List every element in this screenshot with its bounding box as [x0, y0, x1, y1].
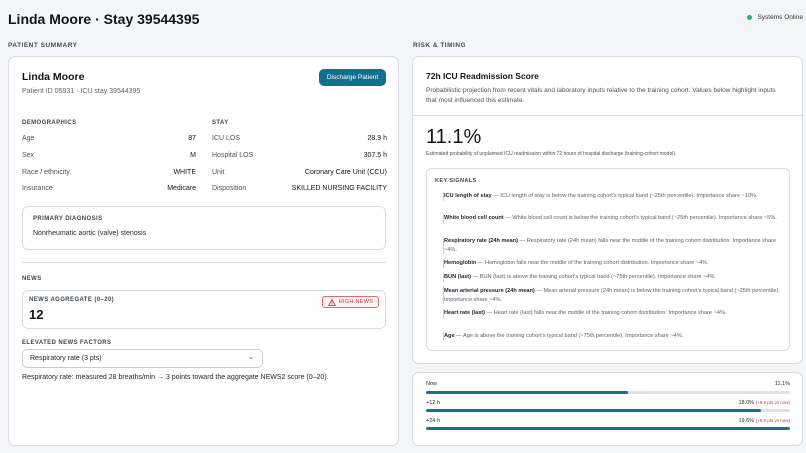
status-dot-icon [747, 15, 753, 20]
timeline-track-24h [426, 427, 790, 430]
signal-name: Respiratory rate (24h mean) [444, 238, 518, 244]
signal-name: Hemoglobin [444, 260, 477, 266]
demo-row-age: Age 87 [22, 135, 196, 142]
timeline-fill-12h [426, 409, 761, 412]
stay-unit-label: Unit [212, 169, 225, 176]
signal-text: — Respiratory rate (24h mean) falls near… [444, 238, 777, 253]
signal-name: BUN (last) [444, 274, 472, 280]
timeline-fill-now [426, 391, 629, 394]
signal-text: — Mean arterial pressure (24h mean) is b… [444, 288, 780, 303]
signal-item: Mean arterial pressure (24h mean) — Mean… [443, 287, 783, 304]
timeline-label-now: Now [426, 381, 438, 387]
demo-row-race: Race / ethnicity WHITE [22, 169, 196, 176]
stay-disposition-label: Disposition [212, 185, 247, 192]
high-news-badge-label: HIGH NEWS [338, 299, 374, 305]
timeline-value-24h: 19.6% (+8.5 pts vs now) [738, 418, 790, 424]
stay-caption: STAY [212, 120, 229, 126]
stay-row-disposition: Disposition SKILLED NURSING FACILITY [212, 185, 387, 192]
signal-item: BUN (last) — BUN (last) is above the tra… [443, 273, 783, 282]
demographics-caption: DEMOGRAPHICS [22, 120, 77, 126]
patient-summary-card [8, 56, 399, 446]
discharge-patient-button[interactable]: Discharge Patient [319, 69, 386, 86]
signal-item: Age — Age is above the training cohort's… [443, 332, 783, 341]
signal-name: White blood cell count [444, 215, 504, 221]
demo-sex-label: Sex [22, 152, 35, 159]
demo-race-value: WHITE [173, 169, 196, 176]
elevated-factors-caption: ELEVATED NEWS FACTORS [22, 340, 112, 346]
patient-ids: Patient ID 05931 · ICU stay 39544395 [22, 88, 141, 95]
timeline-value-12h: 18.0% (+6.9 pts vs now) [738, 400, 790, 406]
demo-row-sex: Sex M [22, 152, 196, 159]
readmission-score-value: 11.1% [426, 126, 482, 148]
demo-row-insurance: Insurance Medicare [22, 185, 196, 192]
stay-icu-los-value: 28.9 h [367, 135, 387, 142]
score-divider [412, 115, 803, 116]
signal-text: — White blood cell count is below the tr… [503, 215, 777, 221]
signal-text: — BUN (last) is above the training cohor… [471, 274, 716, 280]
signal-name: Heart rate (last) [444, 310, 486, 316]
warning-icon [327, 298, 336, 306]
system-status: Systems Online [747, 14, 803, 21]
high-news-badge: HIGH NEWS [322, 296, 379, 308]
timeline-track-now [426, 391, 790, 394]
timeline-value-now: 11.1% [775, 381, 790, 387]
timeline-track-12h [426, 409, 790, 412]
timeline-delta-24h: (+8.5 pts vs now) [755, 418, 790, 423]
news-caption: NEWS [22, 276, 42, 282]
primary-diagnosis-box [22, 206, 386, 250]
section-risk-timing: RISK & TIMING [413, 42, 467, 49]
stay-disposition-value: SKILLED NURSING FACILITY [291, 185, 387, 192]
timeline-value-now-text: 11.1% [774, 381, 790, 387]
demo-sex-value: M [190, 152, 196, 159]
news-factor-selected: Respiratory rate (3 pts) [30, 355, 102, 362]
section-patient-summary: PATIENT SUMMARY [8, 42, 78, 49]
signal-item: Respiratory rate (24h mean) — Respirator… [443, 237, 783, 254]
stay-row-hospital-los: Hospital LOS 307.5 h [212, 152, 387, 159]
demo-insurance-value: Medicare [167, 185, 196, 192]
signal-item: ICU length of stay — ICU length of stay … [443, 192, 783, 201]
stay-icu-los-label: ICU LOS [212, 135, 241, 142]
readmission-score-description: Probabilistic projection from recent vit… [426, 87, 776, 104]
primary-diagnosis-caption: PRIMARY DIAGNOSIS [33, 216, 103, 222]
key-signals-box [426, 168, 790, 351]
demo-age-value: 87 [188, 135, 196, 142]
timeline-fill-24h [426, 427, 790, 430]
news-divider [22, 262, 386, 263]
signal-text: — Hemoglobin falls near the middle of th… [476, 260, 709, 266]
chevron-down-icon: ⌄ [248, 354, 254, 361]
demo-race-label: Race / ethnicity [22, 169, 70, 176]
news-factor-select[interactable]: Respiratory rate (3 pts) ⌄ [22, 349, 263, 368]
timeline-label-12h: +12 h [426, 400, 440, 406]
signal-text: — ICU length of stay is below the traini… [491, 193, 758, 199]
signal-item: Heart rate (last) — Heart rate (last) fa… [443, 309, 783, 318]
readmission-score-value-desc: Estimated probability of unplanned ICU r… [426, 151, 677, 157]
demo-age-label: Age [22, 135, 35, 142]
key-signals-caption: KEY SIGNALS [435, 178, 477, 184]
page-title: Linda Moore · Stay 39544395 [8, 11, 200, 27]
signal-name: Age [444, 333, 455, 339]
news-aggregate-caption: NEWS AGGREGATE (0–20) [29, 297, 115, 303]
stay-hospital-los-label: Hospital LOS [212, 152, 254, 159]
readmission-score-title: 72h ICU Readmission Score [426, 71, 539, 81]
timeline-delta-12h: (+6.9 pts vs now) [755, 400, 790, 405]
stay-row-icu-los: ICU LOS 28.9 h [212, 135, 387, 142]
signal-text: — Age is above the training cohort's typ… [454, 333, 684, 339]
patient-name: Linda Moore [22, 71, 85, 83]
stay-unit-value: Coronary Care Unit (CCU) [304, 169, 387, 176]
signal-text: — Heart rate (last) falls near the middl… [485, 310, 727, 316]
stay-hospital-los-value: 307.5 h [363, 152, 387, 159]
stay-row-unit: Unit Coronary Care Unit (CCU) [212, 169, 387, 176]
timeline-value-24h-text: 19.6% [738, 418, 755, 424]
news-aggregate-value: 12 [29, 307, 44, 322]
system-status-label: Systems Online [757, 14, 803, 21]
signal-name: Mean arterial pressure (24h mean) [444, 288, 535, 294]
signal-item: Hemoglobin — Hemoglobin falls near the m… [443, 259, 783, 268]
signal-name: ICU length of stay [444, 193, 492, 199]
timeline-value-12h-text: 18.0% [738, 400, 755, 406]
timeline-label-24h: +24 h [426, 418, 440, 424]
news-factor-note: Respiratory rate: measured 28 breaths/mi… [22, 374, 329, 381]
primary-diagnosis-value: Nonrheumatic aortic (valve) stenosis [33, 230, 147, 237]
signal-item: White blood cell count — White blood cel… [443, 214, 783, 223]
demo-insurance-label: Insurance [22, 185, 53, 192]
